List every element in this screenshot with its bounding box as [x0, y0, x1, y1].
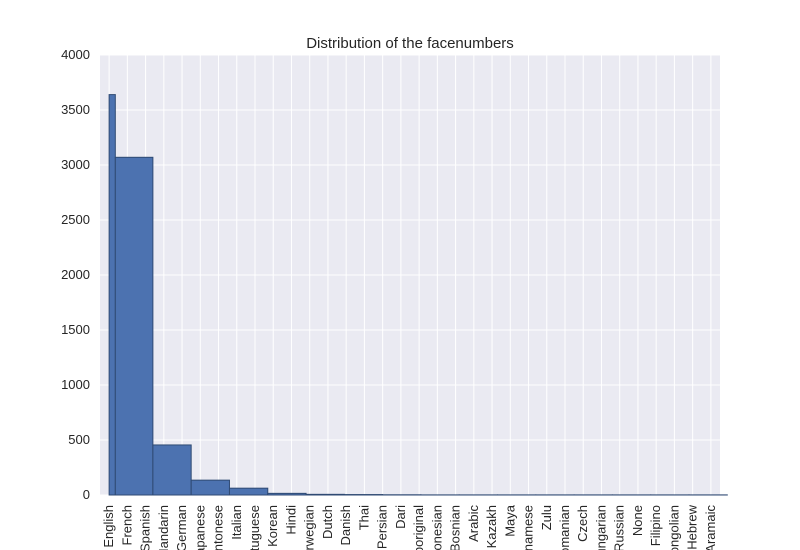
x-tick-label: Filipino — [648, 505, 663, 546]
x-tick-label: Korean — [265, 505, 280, 547]
x-tick-label: Czech — [575, 505, 590, 542]
y-tick-label: 3500 — [61, 102, 90, 117]
x-tick-label: Persian — [375, 505, 390, 549]
y-tick-label: 2500 — [61, 212, 90, 227]
x-tick-label: Vietnamese — [521, 505, 536, 550]
x-tick-label: Russian — [612, 505, 627, 550]
x-tick-label: Indonesian — [429, 505, 444, 550]
histogram-bar — [305, 493, 345, 496]
y-tick-labels: 0 500 1000 1500 2000 2500 3000 3500 4000 — [61, 47, 90, 502]
histogram-bar — [114, 156, 154, 496]
x-tick-label: Kazakh — [484, 505, 499, 548]
y-tick-label: 3000 — [61, 157, 90, 172]
x-tick-label: Dari — [393, 505, 408, 529]
x-tick-label: Spanish — [138, 505, 153, 550]
x-tick-label: French — [119, 505, 134, 545]
x-tick-label: Japanese — [192, 505, 207, 550]
histogram-bar — [228, 487, 269, 496]
x-tick-label: Dutch — [320, 505, 335, 539]
x-tick-label: Aboriginal — [411, 505, 426, 550]
x-tick-label: Zulu — [539, 505, 554, 530]
x-tick-label: Romanian — [557, 505, 572, 550]
x-tick-label: Bosnian — [448, 505, 463, 550]
x-tick-label: German — [174, 505, 189, 550]
bars — [108, 94, 728, 496]
chart-title: Distribution of the facenumbers — [306, 35, 514, 52]
y-tick-label: 500 — [68, 432, 90, 447]
y-tick-label: 2000 — [61, 267, 90, 282]
x-tick-label: Danish — [338, 505, 353, 545]
x-tick-label: Maya — [502, 504, 517, 537]
x-tick-labels: English French Spanish Mandarin German Japane… — [101, 504, 718, 550]
histogram-bar — [152, 444, 192, 496]
x-tick-label: Arabic — [466, 505, 481, 542]
x-tick-label: Thai — [356, 505, 371, 530]
x-tick-label: Hungarian — [593, 505, 608, 550]
x-tick-label: Mongolian — [666, 505, 681, 550]
histogram-bar — [190, 479, 230, 496]
x-tick-label: Hebrew — [685, 504, 700, 549]
y-tick-label: 0 — [83, 487, 90, 502]
histogram-bar — [267, 492, 307, 496]
y-tick-label: 4000 — [61, 47, 90, 62]
x-tick-label: Cantonese — [211, 505, 226, 550]
x-tick-label: Italian — [229, 505, 244, 540]
histogram-bar — [108, 94, 116, 496]
x-tick-label: English — [101, 505, 116, 548]
x-tick-label: None — [630, 505, 645, 536]
x-tick-label: Aramaic — [703, 505, 718, 550]
y-tick-label: 1000 — [61, 377, 90, 392]
x-tick-label: Mandarin — [156, 505, 171, 550]
y-tick-label: 1500 — [61, 322, 90, 337]
x-tick-label: Portuguese — [247, 505, 262, 550]
x-tick-label: Hindi — [283, 505, 298, 535]
x-tick-label: Norwegian — [302, 505, 317, 550]
